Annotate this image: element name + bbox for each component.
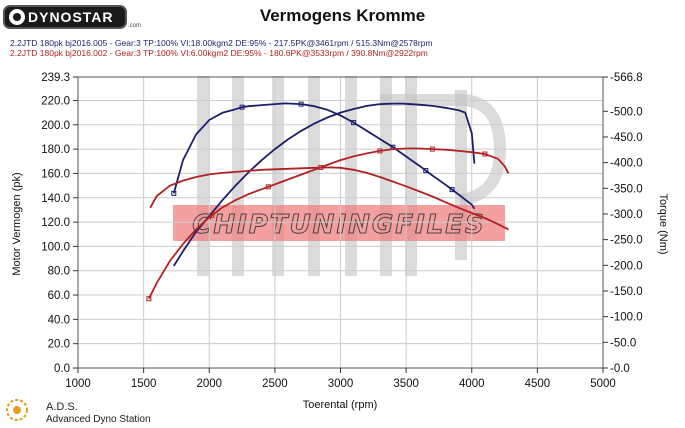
series-marker-1: [239, 104, 245, 110]
y-tick-label: 200.0: [41, 120, 70, 132]
y-tick-label: 20.0: [48, 339, 70, 351]
series-marker-2: [429, 146, 435, 152]
x-tick-label: 1500: [131, 378, 157, 390]
series-marker-2: [265, 184, 271, 190]
x-tick-label: 5000: [590, 378, 616, 390]
x-tick-label: 4500: [525, 378, 551, 390]
y-tick-label: 120.0: [41, 217, 70, 229]
y2-tick-label: -0.0: [610, 363, 630, 375]
chart-series: [146, 101, 510, 302]
y-tick-label: 80.0: [48, 266, 70, 278]
series-line-1: [172, 102, 476, 210]
y2-tick-label: -200.0: [610, 260, 643, 272]
x-tick-label: 2000: [196, 378, 222, 390]
y2-tick-label: -500.0: [610, 106, 643, 118]
watermark-band: [173, 205, 505, 241]
x-tick-label: 4000: [459, 378, 485, 390]
y-tick-label: 0.0: [54, 363, 70, 375]
y2-tick-label: -100.0: [610, 312, 643, 324]
x-tick-label: 1000: [65, 378, 91, 390]
logo-suffix: .com: [128, 23, 142, 29]
series-marker-1: [449, 187, 455, 193]
series-marker-1: [298, 101, 304, 107]
chart-title: Vermogens Kromme: [259, 6, 426, 25]
watermark-text: CHIPTUNINGFILES: [192, 210, 485, 240]
series-marker-2: [377, 148, 383, 154]
y-tick-label: 100.0: [41, 241, 70, 253]
y-tick-label: 180.0: [41, 144, 70, 156]
y2-tick-label: -350.0: [610, 183, 643, 195]
logo-disc-icon: [9, 9, 25, 25]
run-legend-2: 2.2JTD 180pk bj2016.002 - Gear:3 TP:100%…: [10, 48, 428, 58]
y2-tick-label: -400.0: [610, 158, 643, 170]
y2-tick-label: -150.0: [610, 286, 643, 298]
y-tick-label: 140.0: [41, 193, 70, 205]
y2-tick-label: -50.0: [610, 337, 636, 349]
y2-tick-label: -250.0: [610, 235, 643, 247]
series-marker-1: [423, 168, 429, 174]
y-axis-right: -0.0 -50.0 -100.0 -150.0 -200.0 -250.0 -300.0 -…: [603, 72, 643, 375]
y-tick-label: 40.0: [48, 314, 70, 326]
chiptuningfiles-watermark: CHIPTUNINGFILES: [173, 76, 507, 276]
series-marker-2: [146, 296, 152, 302]
x-axis: 1000 1500 2000 2500 3000 3500 4000 4500 5000: [65, 368, 616, 390]
x-tick-label: 2500: [262, 378, 288, 390]
y2-tick-label: -450.0: [610, 132, 643, 144]
y-tick-label: 160.0: [41, 168, 70, 180]
series-marker-2: [482, 151, 488, 157]
run-legend-1: 2.2JTD 180pk bj2016.005 - Gear:3 TP:100%…: [10, 38, 433, 48]
series-line-2: [148, 147, 510, 300]
y-axis-left: 0.0 20.0 40.0 60.0 80.0 100.0 120.0 140.0 160.0 1…: [41, 72, 78, 375]
series-marker-2: [209, 212, 215, 218]
footer-name: Advanced Dyno Station: [46, 414, 151, 425]
x-tick-label: 3500: [393, 378, 419, 390]
footer-abbrev: A.D.S.: [46, 401, 78, 413]
series-marker-1: [351, 120, 357, 126]
y-tick-label: 220.0: [41, 95, 70, 107]
y2-tick-label: -300.0: [610, 209, 643, 221]
chart-grid: [77, 76, 604, 369]
y-tick-label: 239.3: [41, 72, 70, 84]
ads-logo-icon: [6, 399, 28, 421]
x-tick-label: 3000: [328, 378, 354, 390]
series-line-0: [173, 102, 476, 267]
series-line-3: [149, 166, 509, 231]
logo-text: DYNOSTAR: [28, 9, 114, 25]
dynostar-logo: DYNOSTAR: [3, 5, 127, 29]
y2-axis-label: Torque (Nm): [657, 193, 669, 254]
x-axis-label: Toerental (rpm): [303, 399, 378, 411]
series-marker-1: [171, 190, 177, 196]
y-axis-label: Motor Vermogen (pk): [11, 172, 23, 275]
watermark-arc: [380, 94, 507, 206]
y-tick-label: 60.0: [48, 290, 70, 302]
y2-tick-label: -566.8: [610, 72, 643, 84]
